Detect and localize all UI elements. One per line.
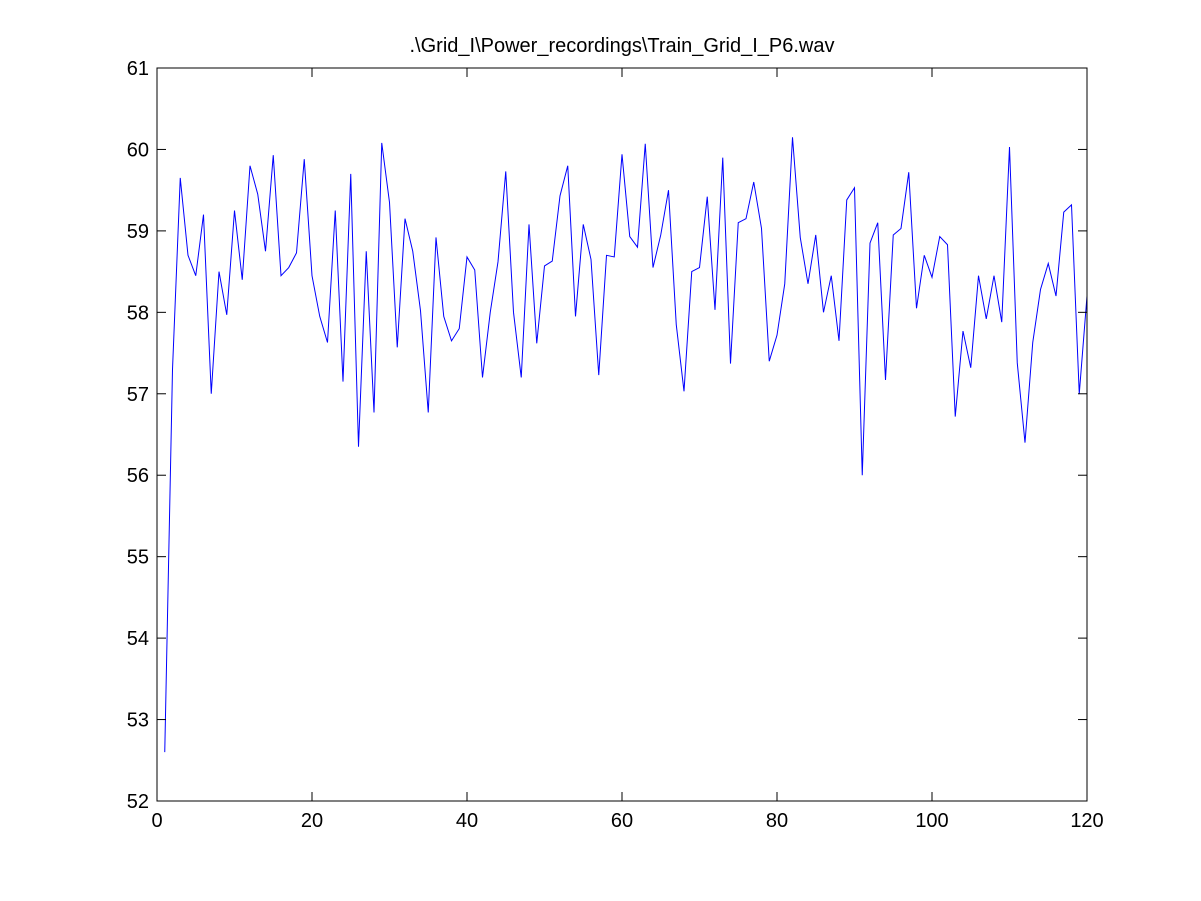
x-tick-label: 0 (151, 810, 162, 832)
y-tick-label: 53 (127, 710, 149, 732)
y-tick-label: 54 (127, 628, 149, 650)
y-tick-label: 58 (127, 302, 149, 324)
x-tick-label: 60 (611, 810, 633, 832)
plot-area (157, 68, 1088, 801)
x-tick-label: 80 (766, 810, 788, 832)
y-tick-label: 56 (127, 465, 149, 487)
y-tick-label: 60 (127, 139, 149, 161)
y-tick-label: 57 (127, 384, 149, 406)
y-tick-label: 59 (127, 221, 149, 243)
y-tick-label: 55 (127, 547, 149, 569)
x-tick-label: 40 (456, 810, 478, 832)
y-tick-label: 61 (127, 58, 149, 80)
y-tick-label: 52 (127, 791, 149, 813)
x-tick-label: 120 (1070, 810, 1103, 832)
axes: 0 20 40 60 80 100 120 52 53 54 55 56 57 58 59 60 61 (127, 58, 1104, 832)
plot-background (157, 68, 1087, 801)
x-tick-label: 20 (301, 810, 323, 832)
chart-title: .\Grid_I\Power_recordings\Train_Grid_I_P… (410, 35, 835, 57)
series-line (164, 137, 1088, 753)
x-tick-label: 100 (915, 810, 948, 832)
